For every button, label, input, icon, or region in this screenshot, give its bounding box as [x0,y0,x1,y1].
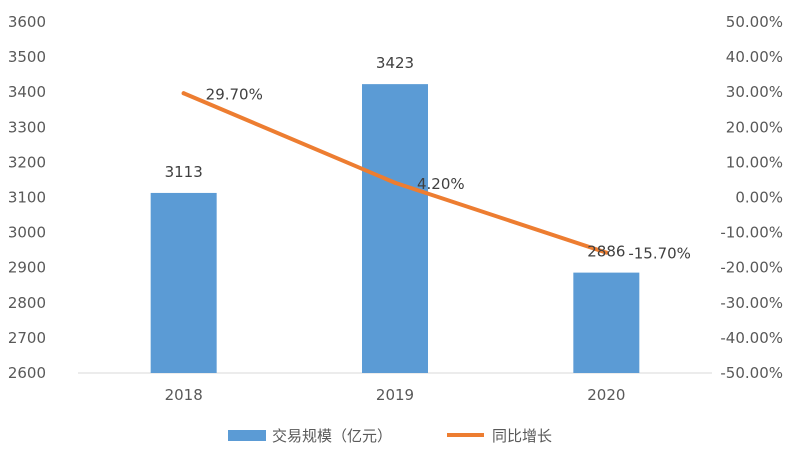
bar [150,192,217,373]
x-tick-label: 2019 [376,386,414,404]
right-tick-label: -20.00% [720,259,783,277]
left-tick-label: 2900 [8,259,46,277]
line-series [181,91,609,255]
right-tick-label: 10.00% [726,153,783,171]
line-point [393,180,397,185]
left-tick-label: 3000 [8,224,46,242]
line-data-label: 29.70% [206,85,263,103]
right-tick-label: 30.00% [726,83,783,101]
right-tick-label: -30.00% [720,294,783,312]
left-tick-label: 3500 [8,48,46,66]
bar-series [150,84,640,373]
x-tick-label: 2018 [165,386,203,404]
bar-data-label: 3423 [376,54,414,72]
x-axis: 2018 2019 2020 [165,386,626,404]
bar-data-labels: 3113 3423 2886 [165,54,626,260]
right-tick-label: 50.00% [726,13,783,31]
right-tick-label: 20.00% [726,118,783,136]
legend-swatch-bar [228,430,266,441]
left-tick-label: 3600 [8,13,46,31]
right-tick-label: -10.00% [720,224,783,242]
right-tick-label: -40.00% [720,329,783,347]
left-tick-label: 2700 [8,329,46,347]
legend-label-bar: 交易规模（亿元） [272,427,392,445]
line-point [604,250,609,255]
left-tick-label: 3200 [8,153,46,171]
right-tick-label: 40.00% [726,48,783,66]
line-point [181,91,186,96]
bar-data-label: 3113 [165,163,203,181]
line-data-labels: 29.70% 4.20% -15.70% [206,85,691,262]
left-tick-label: 2800 [8,294,46,312]
left-tick-label: 3400 [8,83,46,101]
bar [573,272,640,373]
right-tick-label: -50.00% [720,364,783,382]
left-tick-label: 2600 [8,364,46,382]
right-axis: -50.00% -40.00% -30.00% -20.00% -10.00% 0.00%… [720,13,783,382]
bar [362,84,428,373]
x-tick-label: 2020 [587,386,625,404]
legend-label-line: 同比增长 [492,427,552,445]
left-tick-label: 3300 [8,118,46,136]
left-axis: 2600 2700 2800 2900 3000 3100 3200 3300 3400 3500… [8,13,46,382]
right-tick-label: 0.00% [735,189,783,207]
legend: 交易规模（亿元） 同比增长 [228,427,552,445]
line-data-label: -15.70% [628,245,691,263]
left-tick-label: 3100 [8,189,46,207]
line-data-label: 4.20% [417,175,465,193]
bar-data-label: 2886 [587,243,625,261]
